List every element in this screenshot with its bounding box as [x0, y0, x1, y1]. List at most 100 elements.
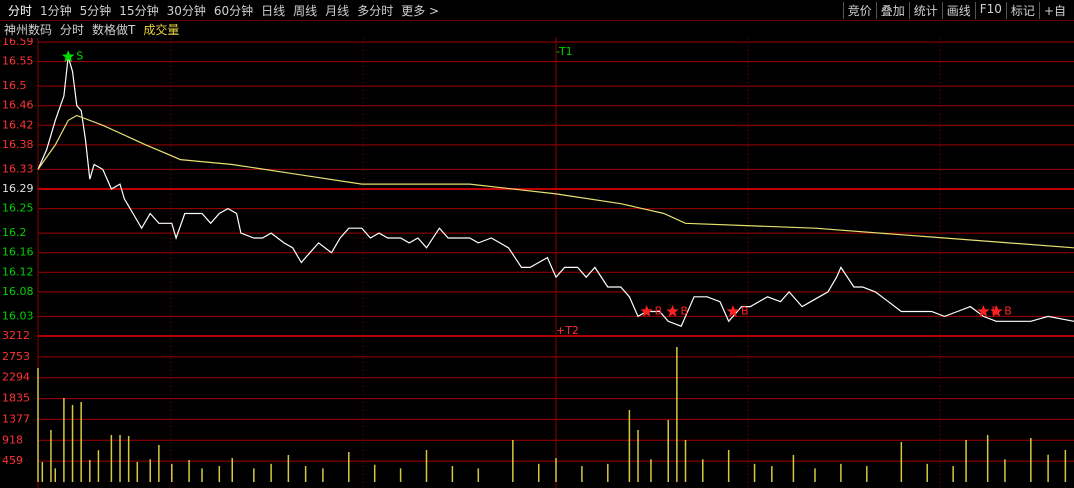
time-marker: +T2 [556, 324, 579, 337]
volume-bar [201, 468, 203, 482]
volume-bar [702, 459, 704, 482]
volume-bar [537, 463, 540, 482]
toolbar-button[interactable]: 日线 [261, 3, 286, 18]
signal-star [990, 305, 1003, 317]
volume-bar [792, 455, 795, 482]
volume-bar [814, 468, 816, 482]
toolbar-left: 分时 1分钟 5分钟 15分钟 30分钟 60分钟 日线 周线 月线 多分时 更多 > [0, 2, 447, 19]
volume-bar [1030, 438, 1032, 482]
volume-bar [270, 463, 272, 482]
volume-bar [348, 452, 350, 482]
toolbar-button[interactable]: 15分钟 [119, 3, 159, 18]
signal-star [726, 305, 740, 317]
y-tick-label: 2294 [2, 371, 30, 384]
volume-bar [1047, 454, 1049, 482]
volume-bar [840, 463, 842, 482]
volume-bar [727, 450, 730, 482]
toolbar-button[interactable]: 多分时 [357, 3, 394, 18]
y-tick-label: 16.55 [2, 55, 34, 68]
price-line [37, 56, 1074, 327]
toolbar-button[interactable]: +自 [1038, 1, 1070, 19]
header-item[interactable]: 成交量 [143, 23, 180, 37]
volume-bar [97, 450, 100, 482]
signal-label: S [76, 50, 83, 63]
volume-bar [399, 468, 402, 482]
volume-bar [676, 347, 678, 482]
volume-bar [555, 458, 557, 482]
volume-bar [41, 462, 44, 482]
toolbar-button[interactable]: 统计 [908, 1, 942, 19]
toolbar: 分时 1分钟 5分钟 15分钟 30分钟 60分钟 日线 周线 月线 多分时 更多 > 竞价 叠加 统计… [0, 0, 1074, 21]
volume-bar [253, 468, 255, 482]
toolbar-button[interactable]: 分时 [8, 3, 33, 18]
volume-bar [127, 436, 130, 482]
volume-bar [304, 466, 307, 482]
signal-star [62, 50, 75, 62]
volume-bar [1064, 450, 1067, 482]
signal-label: B [1004, 305, 1012, 318]
y-tick-label: 2753 [2, 350, 30, 363]
volume-bar [110, 435, 113, 482]
volume-bar [628, 410, 631, 482]
volume-bar [753, 463, 756, 482]
volume-bar [37, 368, 39, 482]
volume-bar [926, 463, 928, 482]
toolbar-button[interactable]: 画线 [941, 1, 975, 19]
chart: 16.5916.5516.516.4616.4216.3816.3316.291… [2, 38, 1074, 488]
header-item[interactable]: 数格做T [92, 23, 136, 37]
toolbar-button[interactable]: F10 [974, 1, 1006, 19]
toolbar-button[interactable]: 月线 [325, 3, 350, 18]
volume-bar [512, 440, 514, 482]
price-line [37, 114, 1074, 249]
volume-bar [218, 466, 221, 482]
signal-label: B [741, 305, 749, 318]
volume-bar [771, 466, 773, 482]
y-tick-label: 918 [2, 433, 23, 446]
y-tick-label: 1835 [2, 392, 30, 405]
toolbar-button[interactable]: 周线 [293, 3, 318, 18]
volume-bar [637, 430, 639, 482]
volume-bar [425, 450, 428, 482]
y-tick-label: 16.59 [2, 38, 34, 48]
toolbar-button[interactable]: 30分钟 [166, 3, 206, 18]
y-tick-label: 3212 [2, 329, 30, 342]
signal-label: B [655, 305, 663, 318]
volume-bar [684, 440, 687, 482]
header-item[interactable]: 分时 [60, 23, 85, 37]
stock-name: 神州数码 [4, 23, 53, 37]
y-tick-label: 16.38 [2, 138, 34, 151]
volume-bar [119, 435, 121, 482]
volume-bar [866, 466, 868, 482]
toolbar-button[interactable]: 竞价 [842, 1, 876, 19]
toolbar-button[interactable]: 60分钟 [213, 3, 254, 18]
header: 神州数码 分时 数格做T 成交量 [0, 21, 1074, 38]
y-tick-label: 16.12 [2, 265, 34, 278]
toolbar-button[interactable]: 标记 [1005, 1, 1039, 19]
signal-star [640, 305, 653, 317]
volume-bar [188, 460, 190, 482]
signal-star [977, 305, 990, 317]
volume-bar [451, 466, 454, 482]
toolbar-button[interactable]: 更多 > [401, 3, 440, 18]
toolbar-button[interactable]: 叠加 [875, 1, 909, 19]
volume-bar [50, 430, 52, 482]
volume-bar [287, 455, 290, 482]
volume-bar [607, 463, 609, 482]
volume-bar [667, 420, 669, 482]
volume-bar [80, 402, 82, 482]
toolbar-button[interactable]: 5分钟 [79, 3, 112, 18]
volume-bar [136, 462, 139, 482]
y-tick-label: 16.08 [2, 285, 34, 298]
signal-star [666, 305, 679, 317]
volume-bar [986, 435, 989, 482]
y-tick-label: 16.42 [2, 118, 34, 131]
y-tick-label: 16.33 [2, 162, 34, 175]
volume-bar [231, 458, 233, 482]
signal-label: B [681, 305, 689, 318]
volume-bar [477, 468, 480, 482]
toolbar-button[interactable]: 1分钟 [40, 3, 72, 18]
volume-bar [63, 398, 65, 482]
y-tick-label: 16.25 [2, 202, 34, 215]
volume-bar [322, 468, 324, 482]
